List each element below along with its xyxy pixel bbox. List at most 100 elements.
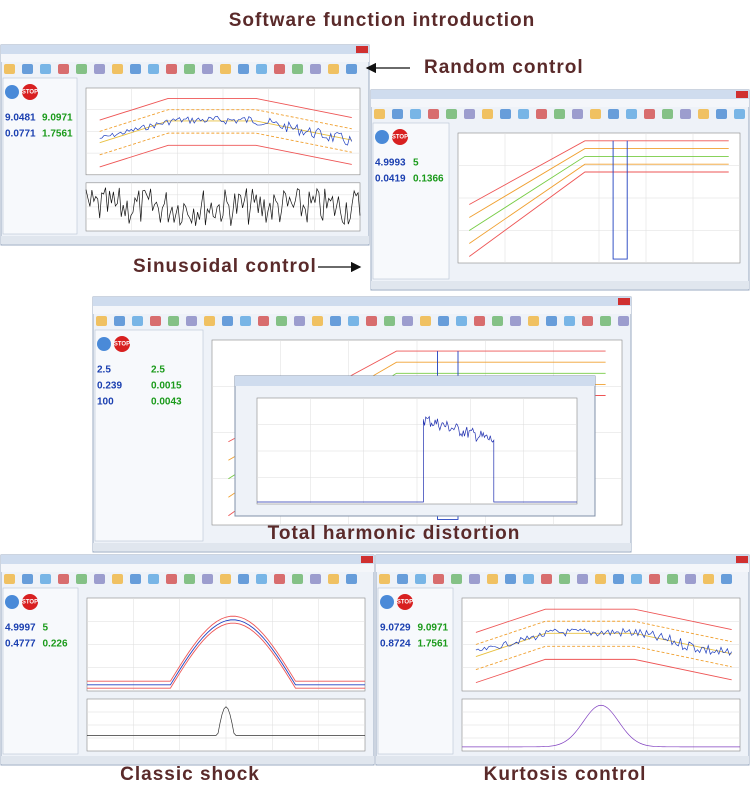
tool-icon [438,316,449,326]
menu-bar [1,54,369,62]
tool-icon [626,109,637,119]
curve [87,706,365,736]
curve [99,97,352,121]
menu-bar [93,306,631,314]
curve [85,187,361,226]
stop-label: STOP [392,135,408,141]
curve [87,622,365,689]
tool-icon [415,574,426,584]
stop-button [22,84,38,100]
tool-icon [446,109,457,119]
menu-bar [376,564,749,572]
tool-icon [256,574,267,584]
play-button [380,595,394,609]
tool-icon [644,109,655,119]
tool-icon [402,316,413,326]
tool-icon [456,316,467,326]
curve [475,658,732,684]
tool-icon [94,64,105,74]
tool-icon [613,574,624,584]
curve [469,155,729,231]
tool-icon [564,316,575,326]
callout: Classic shock [120,764,260,785]
stop-button [114,336,130,352]
tool-icon [186,316,197,326]
callout: Random control [424,57,584,78]
tool-icon [258,316,269,326]
tool-icon [130,64,141,74]
tool-icon [487,574,498,584]
tool-icon [22,574,33,584]
tool-icon [274,64,285,74]
tool-icon [274,574,285,584]
curve [99,109,352,132]
side-panel [2,77,78,235]
app-window: STOP 2.5 2.5 0.239 0.0015 100 0.0043 [92,296,632,553]
curve [475,627,732,656]
tool-icon [721,574,732,584]
readout: 1.7561 [42,129,73,140]
close-button [736,556,748,563]
tool-icon [330,316,341,326]
curve [99,132,352,156]
readout: 2.5 [151,365,165,376]
close-button [356,46,368,53]
tool-icon [114,316,125,326]
tool-icon [132,316,143,326]
callout: Sinusoidal control [133,256,317,277]
tool-icon [150,316,161,326]
play-button [97,337,111,351]
curve [469,148,729,218]
stop-label: STOP [22,90,38,96]
tool-icon [536,109,547,119]
tool-icon [505,574,516,584]
tool-icon [148,574,159,584]
stop-label: STOP [22,600,38,606]
curve [87,615,365,682]
tool-icon [685,574,696,584]
menu-bar [371,99,749,107]
readout: 4.9993 [375,158,406,169]
tool-icon [130,574,141,584]
tool-icon [541,574,552,584]
tool-icon [292,64,303,74]
title-bar [371,90,749,99]
tool-icon [600,316,611,326]
tool-icon [572,109,583,119]
tool-icon [202,574,213,584]
side-panel [94,329,204,542]
tool-icon [112,574,123,584]
tool-icon [312,316,323,326]
curve [469,171,729,257]
tool-icon [716,109,727,119]
tool-icon [662,109,673,119]
stop-label: STOP [114,342,130,348]
curve [469,163,729,244]
title-bar [376,555,749,564]
curve [99,120,352,144]
tool-icon [166,64,177,74]
tool-icon [202,64,213,74]
tool-icon [238,64,249,74]
tool-icon [222,316,233,326]
tool-icon [474,316,485,326]
tool-icon [94,574,105,584]
tool-icon [469,574,480,584]
status-bar [1,236,369,244]
readout: 1.7561 [418,639,449,650]
tool-icon [366,316,377,326]
tool-icon [374,109,385,119]
page-title: Software function introduction [229,10,536,31]
tool-icon [433,574,444,584]
tool-icon [204,316,215,326]
tool-icon [256,64,267,74]
readout: 0.239 [97,381,122,392]
readout: 0.0771 [5,129,36,140]
curve [99,144,352,168]
tool-icon [397,574,408,584]
curve [612,140,628,260]
tool-icon [528,316,539,326]
tool-icon [76,574,87,584]
